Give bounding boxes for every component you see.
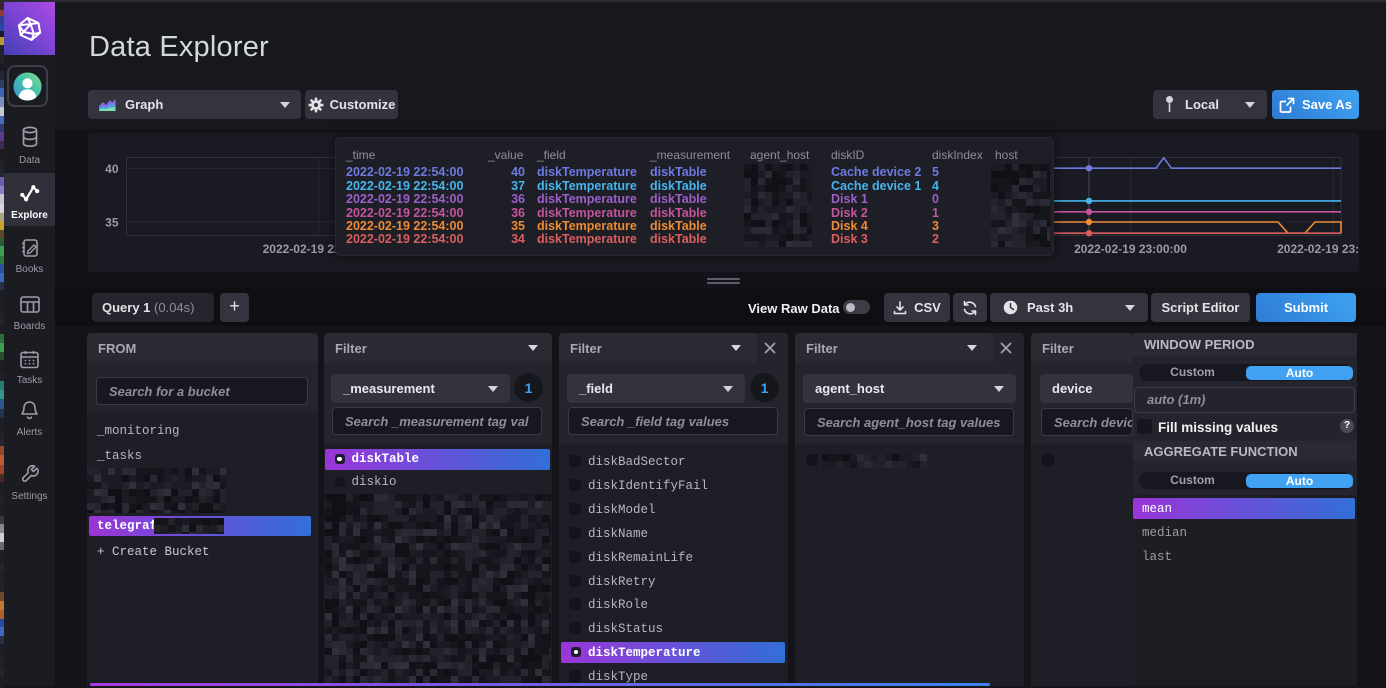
svg-text:2022-02-19 23:00:00: 2022-02-19 23:00:00 [1074, 242, 1187, 256]
svg-text:2022-02-19 23:30:00: 2022-02-19 23:30:00 [1277, 242, 1359, 256]
svg-text:35: 35 [105, 216, 119, 230]
svg-text:40: 40 [105, 162, 119, 176]
